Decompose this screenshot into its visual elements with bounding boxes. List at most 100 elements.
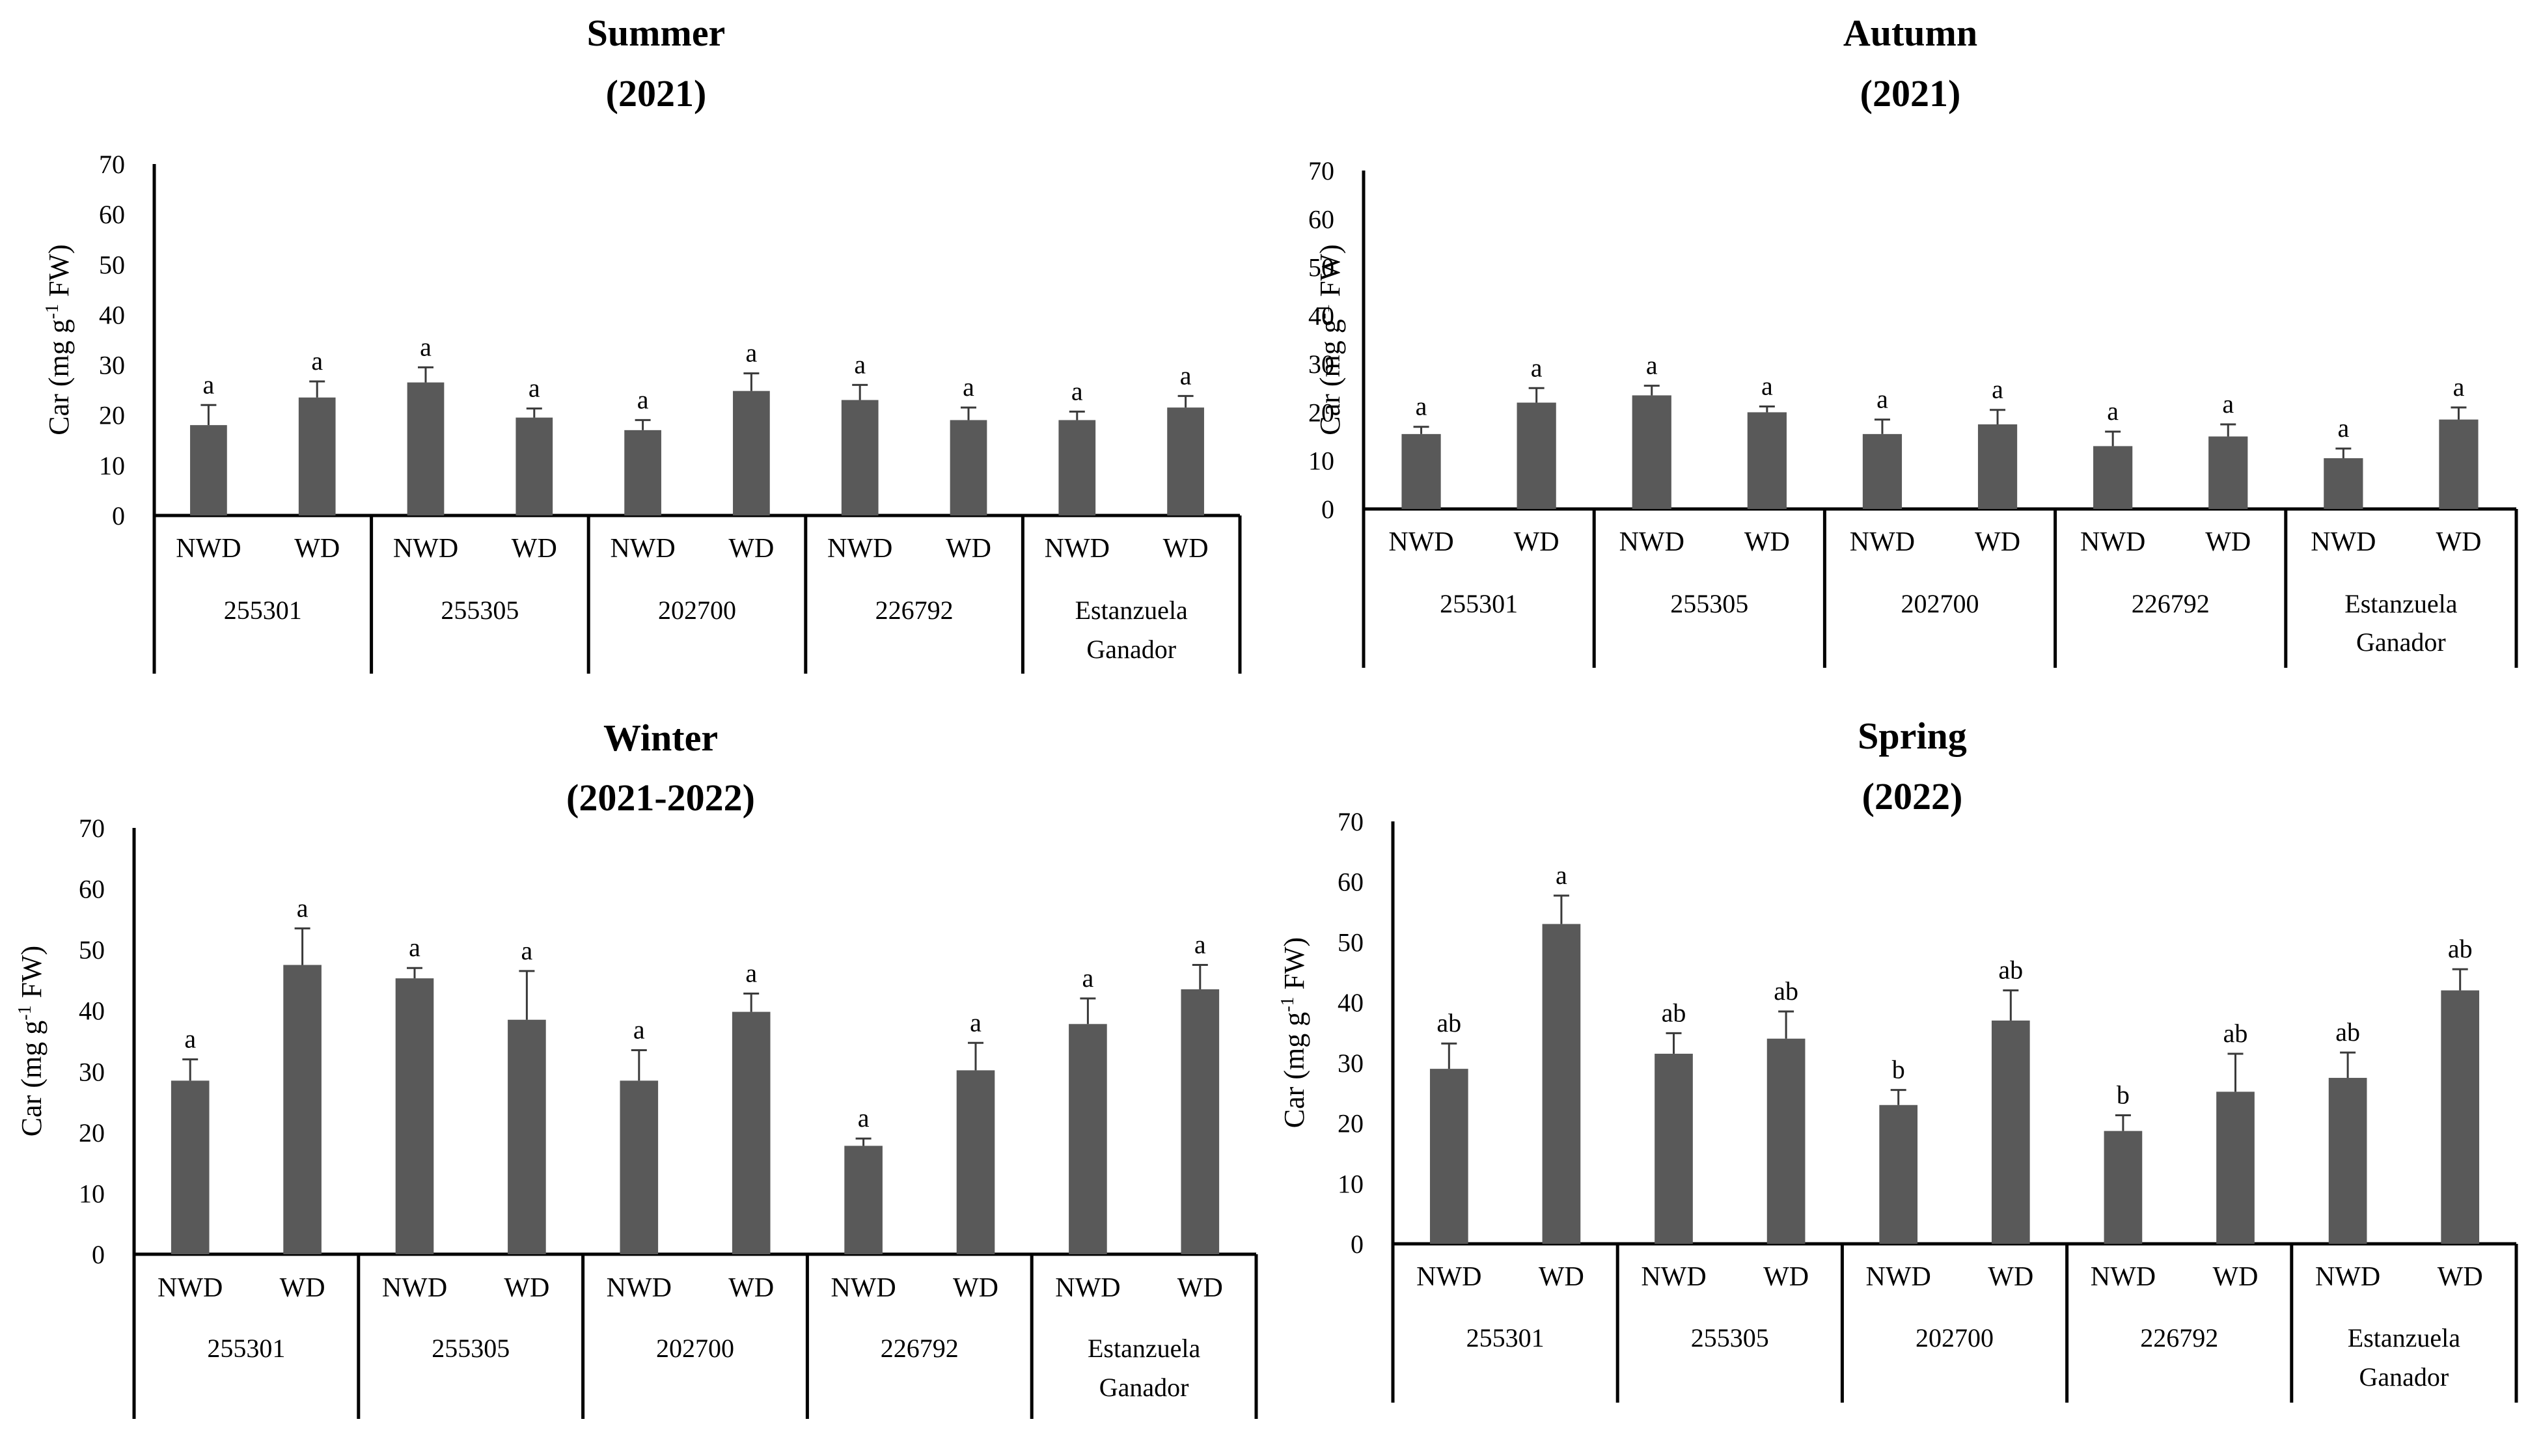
genotype-label: Estanzuela: [1088, 1334, 1200, 1363]
significance-label: a: [1992, 375, 2003, 404]
bar-nwd: [1655, 1053, 1693, 1244]
chart-title: Spring: [1858, 715, 1967, 757]
treatment-label: WD: [2205, 527, 2251, 557]
treatment-label: WD: [1763, 1262, 1809, 1292]
chart-panel-spring: Spring (2022) Car (mg g-1 FW) 0 10 20 30 40 50 60…: [1278, 715, 2518, 1403]
bar-wd: [1747, 412, 1787, 509]
bar-nwd: [1058, 420, 1096, 515]
treatment-label: NWD: [2315, 1262, 2380, 1292]
bar-nwd: [2328, 1078, 2367, 1244]
y-tick-label: 0: [1321, 495, 1334, 524]
bar-nwd: [2324, 458, 2363, 509]
bar-nwd: [2093, 446, 2133, 509]
genotype-label: 226792: [875, 596, 954, 625]
treatment-label: WD: [728, 534, 774, 564]
y-tick-label: 10: [1338, 1169, 1364, 1198]
treatment-label: WD: [504, 1273, 549, 1303]
significance-label: a: [1180, 361, 1192, 390]
bar-nwd: [624, 430, 661, 515]
genotype-label: 255301: [1440, 589, 1518, 618]
significance-label: ab: [1662, 998, 1686, 1027]
genotype-label: 226792: [881, 1334, 959, 1363]
significance-label: a: [521, 936, 533, 965]
bar-nwd: [1632, 395, 1671, 509]
genotype-label: 202700: [658, 596, 736, 625]
chart-subtitle: (2021): [1860, 72, 1961, 115]
y-axis-label: Car (mg g-1 FW): [1313, 244, 1346, 435]
genotype-label: 202700: [1901, 589, 1979, 618]
treatment-label: WD: [1744, 527, 1790, 557]
significance-label: a: [637, 385, 649, 414]
bar-nwd: [171, 1080, 210, 1254]
y-tick-label: 70: [79, 814, 105, 843]
treatment-label: NWD: [393, 534, 458, 564]
y-tick-label: 10: [1308, 446, 1334, 476]
significance-label: a: [2337, 413, 2349, 443]
bar-wd: [732, 1011, 771, 1254]
significance-label: a: [1556, 860, 1567, 890]
genotype-label: 255305: [1691, 1323, 1769, 1353]
significance-label: a: [409, 933, 420, 962]
treatment-label: WD: [1975, 527, 2020, 557]
significance-label: a: [2107, 396, 2119, 426]
genotype-label: Ganador: [1099, 1373, 1189, 1402]
treatment-label: WD: [953, 1273, 998, 1303]
significance-label: b: [2117, 1080, 2130, 1110]
genotype-label: Ganador: [2359, 1362, 2449, 1392]
bar-wd: [298, 397, 336, 515]
y-tick-label: 30: [99, 351, 125, 380]
significance-label: a: [297, 893, 309, 922]
significance-label: a: [1531, 353, 1543, 382]
treatment-label: WD: [2436, 527, 2481, 557]
significance-label: ab: [2223, 1019, 2248, 1048]
significance-label: a: [970, 1008, 982, 1037]
y-tick-label: 40: [99, 300, 125, 329]
y-tick-label: 30: [1308, 350, 1334, 379]
y-tick-label: 20: [79, 1118, 105, 1147]
chart-subtitle: (2022): [1862, 775, 1963, 817]
significance-label: a: [963, 372, 974, 402]
y-tick-label: 0: [112, 501, 125, 530]
bar-nwd: [1879, 1105, 1918, 1244]
significance-label: ab: [1774, 976, 1798, 1006]
bar-wd: [950, 420, 987, 515]
treatment-label: WD: [946, 534, 991, 564]
chart-title: Winter: [603, 717, 718, 759]
genotype-label: 255305: [1670, 589, 1748, 618]
treatment-label: NWD: [2091, 1262, 2156, 1292]
bar-wd: [2216, 1092, 2255, 1244]
bar-wd: [1167, 407, 1204, 515]
significance-label: a: [1071, 376, 1083, 405]
treatment-label: WD: [728, 1273, 774, 1303]
genotype-label: 255305: [432, 1334, 510, 1363]
y-tick-label: 50: [1308, 253, 1334, 282]
chart-panel-summer: Summer (2021) Car (mg g-1 FW) 0 10 20 30 40 50 60…: [42, 12, 1242, 674]
significance-label: a: [854, 350, 866, 379]
y-tick-label: 20: [1338, 1109, 1364, 1138]
treatment-label: WD: [1988, 1262, 2033, 1292]
significance-label: a: [2222, 389, 2234, 419]
y-axis-label: Car (mg g-1 FW): [1278, 937, 1310, 1128]
bar-wd: [1542, 924, 1581, 1244]
chart-title: Summer: [587, 12, 726, 54]
significance-label: a: [745, 959, 757, 988]
significance-label: a: [311, 346, 323, 376]
genotype-label: Estanzuela: [2348, 1323, 2460, 1353]
significance-label: b: [1892, 1055, 1905, 1084]
genotype-label: 226792: [2132, 589, 2210, 618]
y-tick-label: 60: [1338, 868, 1364, 897]
genotype-label: 226792: [2140, 1323, 2218, 1353]
genotype-label: 202700: [1916, 1323, 1994, 1353]
significance-label: ab: [2335, 1017, 2360, 1047]
treatment-label: WD: [294, 534, 340, 564]
y-tick-label: 40: [79, 996, 105, 1026]
significance-label: a: [858, 1103, 870, 1133]
bar-wd: [2439, 419, 2479, 509]
bar-wd: [2441, 990, 2480, 1244]
y-tick-label: 30: [79, 1057, 105, 1086]
bar-wd: [515, 417, 553, 515]
bar-wd: [1991, 1020, 2030, 1244]
y-tick-label: 70: [1338, 807, 1364, 836]
significance-label: a: [2453, 372, 2465, 402]
treatment-label: WD: [512, 534, 557, 564]
